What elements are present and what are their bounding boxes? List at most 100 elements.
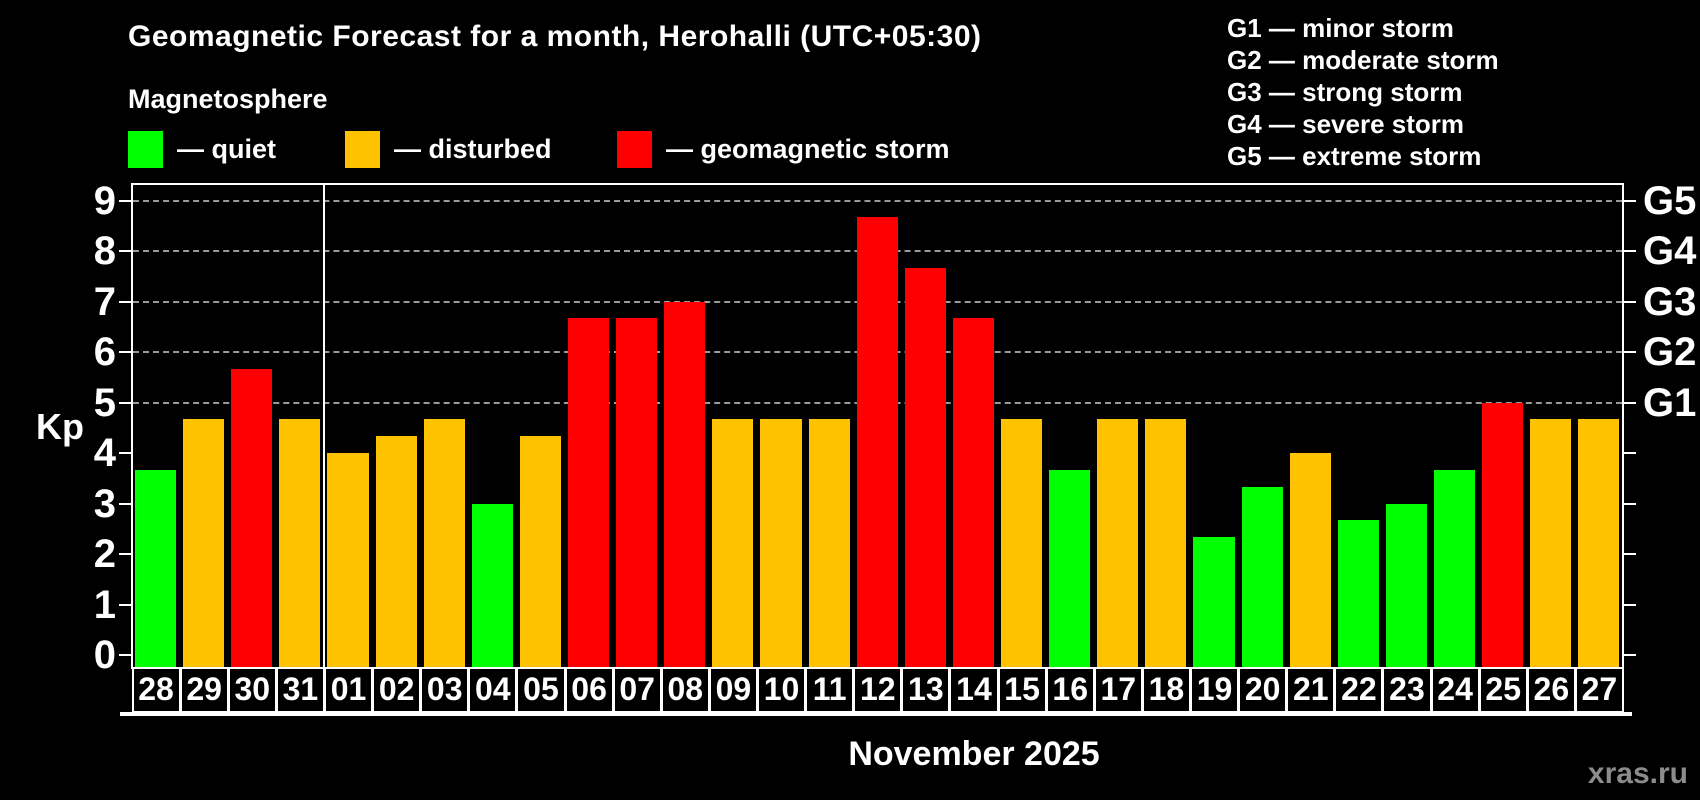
legend-item-disturbed: — disturbed (345, 130, 552, 168)
gridline-kp9 (133, 199, 1622, 202)
date-label-03: 03 (420, 667, 470, 713)
kp-bar-day-18 (1145, 419, 1187, 667)
kp-bar-day-02 (375, 436, 417, 667)
date-label-08: 08 (660, 667, 710, 713)
month-separator-line (322, 183, 325, 668)
legend-item-label: — geomagnetic storm (666, 133, 950, 164)
kp-bar-day-28 (135, 469, 177, 667)
kp-bar-day-17 (1097, 419, 1139, 667)
date-label-05: 05 (516, 667, 566, 713)
kp-bar-day-11 (808, 419, 850, 667)
date-label-17: 17 (1093, 667, 1143, 713)
right-axis-tick (1624, 502, 1636, 505)
kp-bar-day-23 (1385, 503, 1428, 667)
date-label-04: 04 (468, 667, 518, 713)
kp-bar-day-19 (1193, 537, 1235, 667)
date-label-24: 24 (1430, 667, 1480, 713)
date-label-16: 16 (1045, 667, 1095, 713)
disturbed-color-swatch (345, 130, 380, 168)
left-axis-tick (119, 199, 131, 202)
kp-bar-day-07 (616, 318, 658, 667)
left-axis-tick (119, 603, 131, 606)
left-axis-tick (119, 300, 131, 303)
right-axis-tick (1624, 351, 1636, 353)
left-axis-tick (119, 401, 131, 404)
date-label-27: 27 (1574, 667, 1624, 713)
kp-bar-day-30 (231, 368, 273, 667)
kp-bar-day-31 (279, 419, 321, 667)
y-axis-label: Kp (36, 406, 84, 447)
legend-item-label: — disturbed (394, 133, 552, 164)
left-axis-tick (119, 452, 131, 454)
date-label-13: 13 (901, 667, 951, 713)
left-axis-tick (119, 553, 131, 555)
date-label-01: 01 (323, 667, 374, 713)
watermark-xras: xras.ru (1587, 757, 1688, 790)
date-label-06: 06 (564, 667, 614, 713)
g-axis-label-g5: G5 (1643, 178, 1697, 223)
date-label-10: 10 (756, 667, 807, 713)
date-label-26: 26 (1526, 667, 1576, 713)
y-axis-tick-label: 1 (93, 582, 116, 627)
y-axis-tick-label: 7 (93, 279, 116, 324)
right-axis-tick (1624, 452, 1636, 454)
kp-bar-day-12 (856, 217, 898, 667)
g1-legend-line: G1 — minor storm (1227, 13, 1454, 43)
kp-bar-day-21 (1289, 453, 1331, 667)
date-label-28: 28 (131, 667, 181, 713)
kp-bar-day-05 (519, 436, 561, 667)
right-axis-tick (1624, 199, 1636, 202)
date-label-14: 14 (949, 667, 999, 713)
left-axis-tick (119, 502, 131, 505)
kp-bar-day-14 (952, 318, 995, 667)
quiet-color-swatch (128, 130, 163, 168)
g-scale-legend: G1 — minor storm G2 — moderate storm G3 … (1227, 12, 1499, 172)
x-axis-month-label: November 2025 (848, 735, 1100, 773)
kp-bar-day-29 (183, 419, 225, 667)
date-label-21: 21 (1286, 667, 1336, 713)
kp-bar-day-10 (760, 419, 802, 667)
date-label-29: 29 (179, 667, 229, 713)
kp-bar-day-22 (1337, 520, 1379, 667)
y-axis-tick-label: 2 (93, 532, 116, 576)
g-axis-label-g2: G2 (1643, 330, 1697, 374)
date-label-19: 19 (1189, 667, 1240, 713)
kp-bar-day-01 (327, 453, 369, 667)
g4-legend-line: G4 — severe storm (1227, 109, 1465, 139)
kp-bar-day-26 (1530, 419, 1572, 667)
legend-item-storm: — geomagnetic storm (617, 130, 950, 168)
kp-bar-day-20 (1241, 486, 1283, 667)
right-axis-tick (1624, 603, 1636, 606)
y-axis-tick-label: 8 (93, 229, 116, 273)
g5-legend-line: G5 — extreme storm (1227, 141, 1482, 171)
date-label-18: 18 (1141, 667, 1191, 713)
y-axis-tick-label: 9 (93, 178, 116, 223)
right-axis-tick (1624, 553, 1636, 555)
date-label-12: 12 (853, 667, 903, 713)
right-axis-tick (1624, 250, 1636, 252)
kp-bar-day-03 (423, 419, 465, 667)
date-row-baseline (120, 712, 1632, 716)
date-label-31: 31 (275, 667, 325, 713)
kp-bar-day-04 (471, 503, 513, 667)
y-axis-tick-label: 6 (93, 330, 116, 374)
right-axis-tick (1624, 300, 1636, 303)
kp-bar-day-09 (712, 419, 754, 667)
left-axis-tick (119, 654, 131, 656)
date-label-22: 22 (1334, 667, 1384, 713)
left-axis-tick (119, 250, 131, 252)
date-label-23: 23 (1382, 667, 1432, 713)
g3-legend-line: G3 — strong storm (1227, 77, 1463, 107)
kp-bar-day-13 (904, 267, 946, 667)
date-label-15: 15 (997, 667, 1047, 713)
g-axis-label-g1: G1 (1643, 380, 1697, 425)
plot-frame (131, 183, 1624, 669)
date-label-02: 02 (372, 667, 422, 713)
date-label-09: 09 (708, 667, 758, 713)
date-label-07: 07 (612, 667, 662, 713)
chart-title: Geomagnetic Forecast for a month, Heroha… (128, 20, 982, 53)
left-axis-tick (119, 351, 131, 353)
kp-bar-day-15 (1001, 419, 1043, 667)
